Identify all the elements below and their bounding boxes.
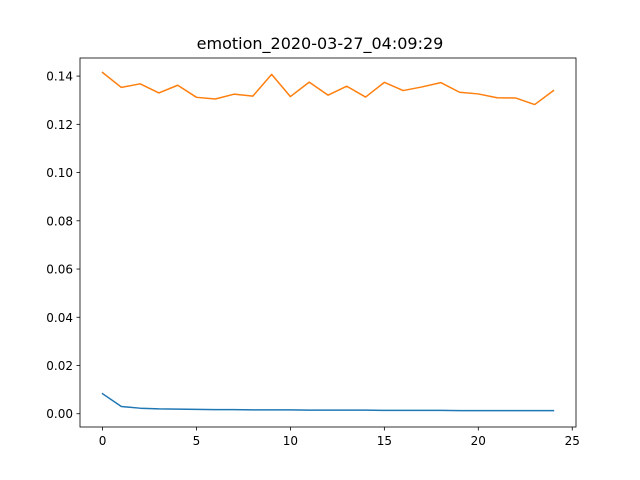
y-tick-label: 0.10 [46,166,73,180]
series-layer [101,71,555,412]
chart-title: emotion_2020-03-27_04:09:29 [197,34,444,54]
x-tick-label: 10 [283,434,298,448]
x-tick-label: 0 [99,434,107,448]
axes-frame [79,57,577,428]
y-tick-label: 0.06 [46,263,73,277]
y-tick-label: 0.08 [46,214,73,228]
y-tick-label: 0.12 [46,118,73,132]
x-tick-label: 15 [377,434,392,448]
series-line-2 [101,71,555,106]
y-tick-label: 0.02 [46,359,73,373]
x-tick-label: 5 [193,434,201,448]
x-tick-label: 20 [471,434,486,448]
series-line-1 [101,392,555,412]
y-tick-label: 0.00 [46,407,73,421]
y-tick-label: 0.04 [46,311,73,325]
x-tick-label: 25 [565,434,580,448]
axes-layer: 0 5 10 15 20 25 0.00 0.02 0.04 0.06 0.08 0.10 0.12 0.… [46,57,580,448]
y-tick-label: 0.14 [46,70,73,84]
